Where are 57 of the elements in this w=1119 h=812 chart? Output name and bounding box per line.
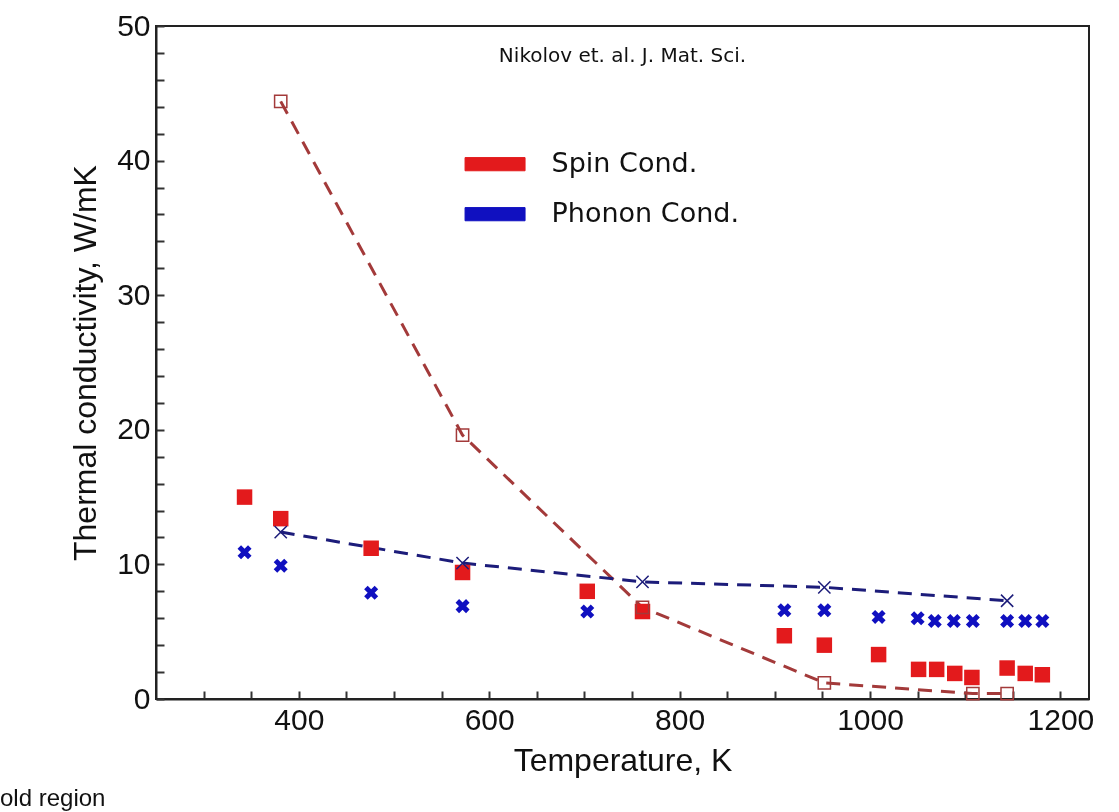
- point: [273, 94, 288, 109]
- point: [1034, 667, 1051, 683]
- point: [909, 610, 926, 626]
- point: [910, 661, 927, 678]
- point: [927, 613, 943, 629]
- point: [272, 510, 289, 527]
- point: [999, 660, 1015, 676]
- x-tick-label: 600: [464, 702, 515, 736]
- x-tick-label: 800: [655, 702, 706, 736]
- point: [236, 544, 253, 561]
- y-tick-label: 40: [117, 143, 151, 177]
- point: [1034, 613, 1051, 629]
- point: [454, 598, 471, 614]
- point: [579, 603, 596, 620]
- point: [455, 556, 470, 570]
- legend-label: Phonon Cond.: [551, 197, 740, 229]
- point: [999, 613, 1015, 629]
- point: [817, 580, 832, 595]
- point: [776, 602, 793, 618]
- x-axis-title: Temperature, K: [513, 741, 733, 778]
- point: [817, 675, 832, 690]
- annotation: Nikolov et. al. J. Mat. Sci.: [498, 43, 747, 67]
- legend-label: Spin Cond.: [551, 147, 698, 179]
- point: [947, 665, 963, 682]
- y-axis-title: Thermal conductivity, W/mK: [67, 165, 104, 561]
- point: [236, 489, 253, 505]
- point: [870, 646, 887, 663]
- point: [579, 583, 596, 600]
- point: [816, 602, 833, 618]
- point: [816, 637, 833, 653]
- text: old region: [0, 784, 106, 811]
- y-tick-label: 30: [117, 277, 151, 311]
- point: [965, 613, 981, 629]
- point: [870, 609, 887, 625]
- x-tick-label: 1000: [837, 702, 904, 736]
- point: [928, 661, 945, 678]
- point: [1017, 665, 1033, 682]
- y-tick-label: 0: [133, 681, 151, 715]
- point: [635, 600, 650, 615]
- y-tick-label: 50: [117, 8, 151, 42]
- point: [946, 613, 962, 629]
- point: [273, 525, 288, 539]
- point: [776, 627, 793, 644]
- point: [964, 669, 980, 686]
- point: [1000, 686, 1014, 701]
- point: [635, 575, 650, 589]
- x-tick-label: 400: [274, 702, 325, 736]
- point: [1000, 593, 1014, 608]
- point: [1017, 613, 1033, 629]
- y-tick-label: 20: [117, 412, 151, 446]
- y-tick-label: 10: [117, 546, 151, 580]
- point: [272, 558, 289, 574]
- point: [363, 540, 379, 556]
- point: [965, 686, 980, 701]
- point: [455, 428, 470, 443]
- x-tick-label: 1200: [1027, 702, 1095, 736]
- point: [363, 584, 379, 601]
